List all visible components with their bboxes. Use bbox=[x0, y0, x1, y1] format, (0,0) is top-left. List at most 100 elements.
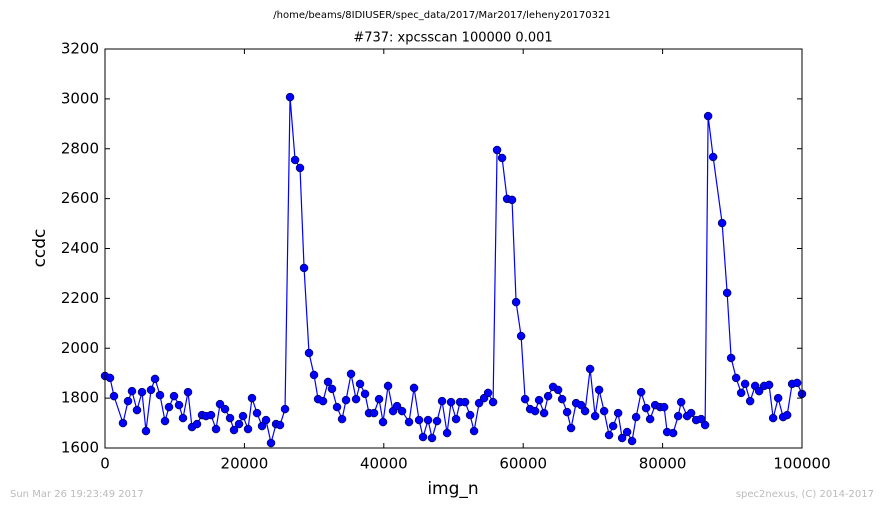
data-point bbox=[686, 408, 696, 418]
data-point bbox=[676, 397, 686, 407]
data-point bbox=[295, 163, 305, 173]
data-point bbox=[700, 420, 710, 430]
data-point bbox=[409, 383, 419, 393]
data-point bbox=[520, 394, 530, 404]
y-tick-label: 1800 bbox=[61, 389, 99, 407]
data-point bbox=[708, 152, 718, 162]
data-point bbox=[346, 369, 356, 379]
data-point bbox=[451, 414, 461, 424]
data-point bbox=[773, 393, 783, 403]
data-point bbox=[562, 407, 572, 417]
data-point bbox=[137, 387, 147, 397]
data-point bbox=[132, 405, 142, 415]
data-point bbox=[266, 438, 276, 448]
data-point bbox=[557, 394, 567, 404]
data-point bbox=[257, 421, 267, 431]
data-point bbox=[792, 378, 802, 388]
data-point bbox=[169, 391, 179, 401]
data-point bbox=[622, 427, 632, 437]
data-point bbox=[299, 263, 309, 273]
data-point bbox=[641, 403, 651, 413]
data-point bbox=[192, 419, 202, 429]
plot-frame bbox=[104, 48, 803, 449]
data-point bbox=[782, 410, 792, 420]
data-point bbox=[360, 389, 370, 399]
data-point bbox=[155, 390, 165, 400]
x-tick-label: 20000 bbox=[221, 455, 269, 473]
data-point bbox=[530, 406, 540, 416]
data-point bbox=[146, 385, 156, 395]
data-point bbox=[492, 145, 502, 155]
data-point bbox=[432, 416, 442, 426]
data-point bbox=[553, 385, 563, 395]
data-point bbox=[206, 410, 216, 420]
data-point bbox=[745, 396, 755, 406]
data-point bbox=[397, 406, 407, 416]
data-point bbox=[631, 412, 641, 422]
x-tick-label: 60000 bbox=[499, 455, 547, 473]
data-point bbox=[229, 425, 239, 435]
data-point bbox=[275, 420, 285, 430]
data-point bbox=[261, 415, 271, 425]
data-point bbox=[726, 353, 736, 363]
data-point bbox=[418, 432, 428, 442]
data-point bbox=[238, 411, 248, 421]
data-point bbox=[511, 297, 521, 307]
data-point bbox=[323, 377, 333, 387]
data-point bbox=[160, 416, 170, 426]
y-tick-label: 2400 bbox=[61, 239, 99, 257]
data-point bbox=[731, 373, 741, 383]
data-point bbox=[636, 387, 646, 397]
y-axis-label: ccdc bbox=[30, 229, 50, 268]
y-tick-label: 3200 bbox=[61, 40, 99, 58]
data-point bbox=[285, 92, 295, 102]
data-point bbox=[404, 417, 414, 427]
data-point bbox=[174, 400, 184, 410]
data-point bbox=[127, 386, 137, 396]
data-point bbox=[754, 386, 764, 396]
data-point bbox=[673, 411, 683, 421]
data-point bbox=[594, 385, 604, 395]
data-point bbox=[590, 411, 600, 421]
data-point bbox=[507, 195, 517, 205]
data-point bbox=[483, 388, 493, 398]
data-point bbox=[247, 393, 257, 403]
data-point bbox=[183, 387, 193, 397]
data-point bbox=[383, 381, 393, 391]
y-tick-label: 3000 bbox=[61, 89, 99, 107]
data-point bbox=[341, 395, 351, 405]
data-point bbox=[585, 364, 595, 374]
data-point bbox=[465, 410, 475, 420]
data-point bbox=[722, 288, 732, 298]
data-point bbox=[469, 426, 479, 436]
data-point bbox=[516, 331, 526, 341]
data-point bbox=[337, 414, 347, 424]
y-tick-label: 2000 bbox=[61, 339, 99, 357]
data-point bbox=[141, 426, 151, 436]
suptitle: /home/beams/8IDIUSER/spec_data/2017/Mar2… bbox=[273, 10, 610, 21]
data-point bbox=[659, 402, 669, 412]
data-point bbox=[764, 380, 774, 390]
y-tick-label: 2600 bbox=[61, 189, 99, 207]
data-point bbox=[225, 413, 235, 423]
data-point bbox=[355, 379, 365, 389]
data-point bbox=[488, 397, 498, 407]
data-point bbox=[252, 408, 262, 418]
data-point bbox=[423, 415, 433, 425]
data-point bbox=[736, 388, 746, 398]
y-tick-label: 2200 bbox=[61, 289, 99, 307]
data-point bbox=[309, 370, 319, 380]
data-point bbox=[220, 404, 230, 414]
x-axis-label: img_n bbox=[427, 479, 478, 499]
data-point bbox=[332, 402, 342, 412]
data-point bbox=[378, 417, 388, 427]
data-point bbox=[243, 424, 253, 434]
data-point bbox=[150, 374, 160, 384]
data-point bbox=[576, 400, 586, 410]
data-point bbox=[374, 394, 384, 404]
x-tick-label: 0 bbox=[100, 455, 110, 473]
data-point bbox=[668, 428, 678, 438]
data-point bbox=[768, 413, 778, 423]
data-point bbox=[123, 396, 133, 406]
